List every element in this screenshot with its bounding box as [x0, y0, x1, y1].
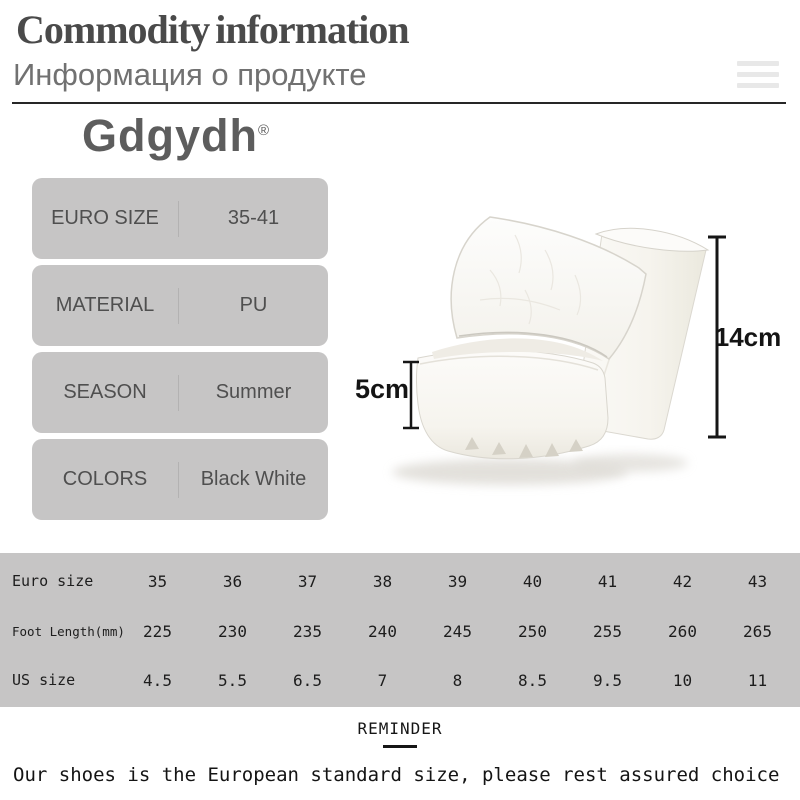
row-label-euro-size: Euro size [12, 572, 94, 590]
platform-height-measure [403, 360, 419, 430]
spec-value: PU [239, 294, 268, 316]
foot-length-cell: 225 [143, 621, 172, 641]
foot-length-cell: 265 [743, 621, 772, 641]
heel-shadow [572, 454, 688, 472]
row-label-foot-length: Foot Length(mm) [12, 623, 125, 639]
heel-height-label: 14cm [715, 322, 782, 352]
menu-bar [737, 72, 779, 77]
us-size-cell: 5.5 [218, 670, 247, 690]
spec-list: EURO SIZE 35-41 MATERIAL PU SEASON Summe… [32, 178, 328, 520]
foot-length-cell: 240 [368, 621, 397, 641]
hamburger-menu-icon [737, 61, 779, 94]
spec-divider [178, 287, 179, 324]
page-subtitle: Информация о продукте [13, 57, 367, 92]
platform-height-label: 5cm [355, 374, 409, 404]
us-size-cell: 6.5 [293, 670, 322, 690]
euro-size-cell: 43 [747, 571, 768, 591]
us-size-cell: 10 [672, 670, 693, 690]
size-standard-note: Our shoes is the European standard size,… [13, 764, 780, 786]
foot-length-cell: 260 [668, 621, 697, 641]
brand-logo: Gdgydh® [82, 110, 270, 162]
euro-size-cell: 37 [297, 571, 318, 591]
registered-mark: ® [257, 122, 271, 139]
footbed [432, 338, 603, 361]
spec-value: 35-41 [227, 207, 280, 229]
us-size-cell: 8 [452, 670, 463, 690]
euro-size-cell: 40 [522, 571, 543, 591]
row-label-us-size: US size [12, 671, 76, 689]
foot-length-cell: 235 [293, 621, 322, 641]
header-divider [12, 102, 786, 104]
croc-texture [479, 234, 582, 325]
reminder-block: REMINDER [0, 719, 800, 748]
euro-size-cell: 41 [597, 571, 618, 591]
spec-label: EURO SIZE [51, 207, 159, 229]
foot-length-cell: 250 [518, 621, 547, 641]
spec-label: MATERIAL [55, 294, 155, 316]
euro-size-cell: 36 [222, 571, 243, 591]
menu-bar [737, 61, 779, 66]
euro-size-cell: 38 [372, 571, 393, 591]
spec-value: Summer [215, 381, 292, 403]
platform-sole [416, 349, 609, 460]
shoe-shadow [392, 459, 628, 485]
platform-top-edge [419, 355, 599, 371]
sole-cleats [465, 437, 583, 458]
heel-height-measure [708, 235, 726, 439]
size-chart-table: Euro size 35 36 37 38 39 40 41 42 43 Foo… [0, 553, 800, 707]
foot-length-cell: 255 [593, 621, 622, 641]
euro-size-cell: 42 [672, 571, 693, 591]
vamp-opening-rim [458, 331, 608, 358]
spec-label: COLORS [62, 468, 148, 490]
spec-divider [178, 374, 179, 411]
foot-length-cell: 230 [218, 621, 247, 641]
spec-divider [178, 461, 179, 498]
foot-length-cell: 245 [443, 621, 472, 641]
brand-name: Gdgydh [82, 110, 258, 161]
spec-box-material: MATERIAL PU [32, 265, 328, 346]
us-size-cell: 9.5 [593, 670, 622, 690]
spec-box-season: SEASON Summer [32, 352, 328, 433]
reminder-title: REMINDER [357, 719, 443, 738]
us-size-cell: 4.5 [143, 670, 172, 690]
us-size-cell: 11 [747, 670, 768, 690]
heel-seat-insole [594, 227, 710, 252]
vamp-band [450, 216, 647, 360]
spec-box-colors: COLORS Black White [32, 439, 328, 520]
spec-label: SEASON [63, 381, 147, 403]
reminder-underline [383, 745, 417, 748]
page-title: Commodity information [16, 7, 410, 52]
euro-size-cell: 35 [147, 571, 168, 591]
spec-value: Black White [200, 468, 307, 490]
menu-bar [737, 83, 779, 88]
spec-box-euro-size: EURO SIZE 35-41 [32, 178, 328, 259]
product-photo-platform-sandal: 5cm 14cm [355, 216, 782, 485]
us-size-cell: 8.5 [518, 670, 547, 690]
us-size-cell: 7 [377, 670, 388, 690]
euro-size-cell: 39 [447, 571, 468, 591]
spec-divider [178, 200, 179, 237]
